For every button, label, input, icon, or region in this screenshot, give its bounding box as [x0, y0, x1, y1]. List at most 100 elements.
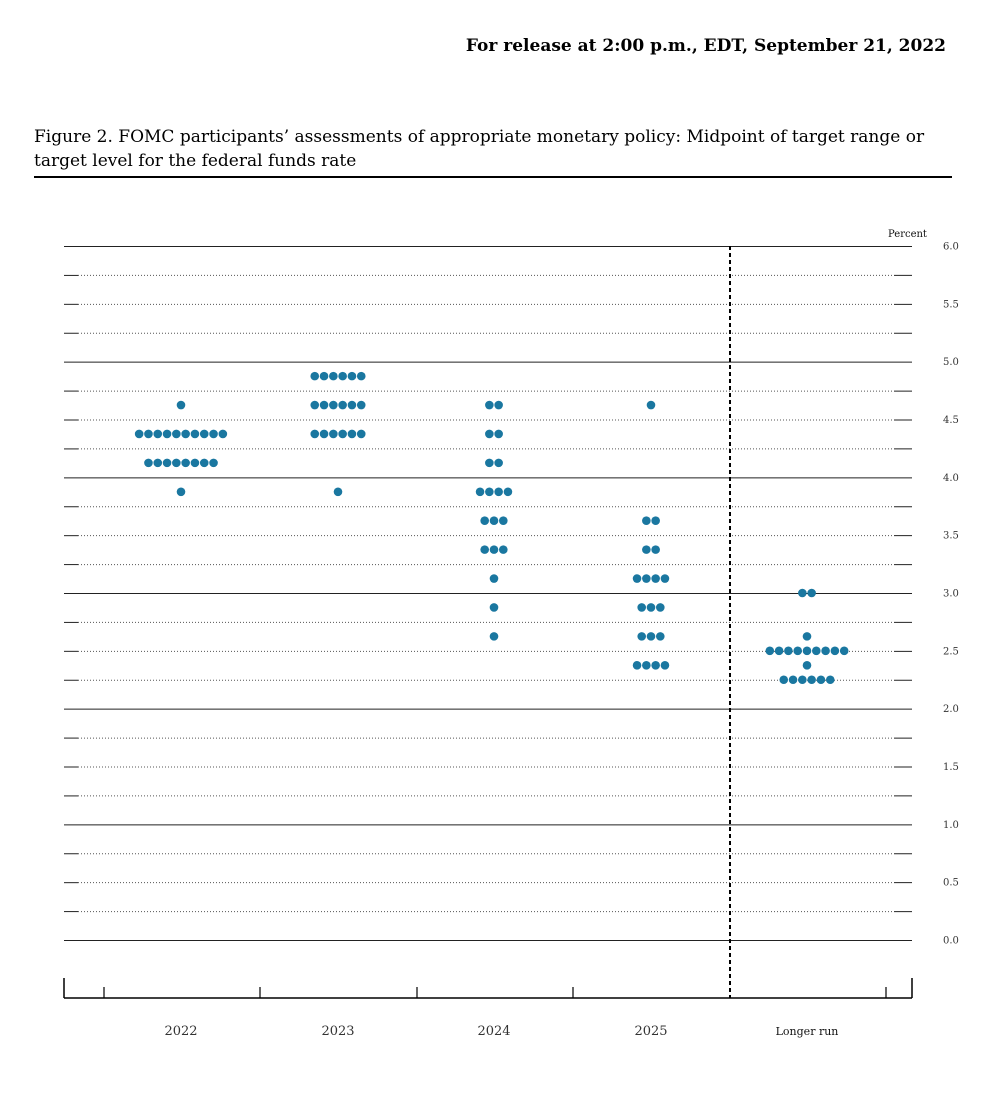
participant-dot: [144, 458, 153, 468]
participant-dot: [632, 574, 642, 583]
participant-dot: [499, 545, 508, 554]
participant-dot: [218, 429, 228, 439]
participant-dot: [181, 458, 190, 468]
participant-dot: [494, 400, 503, 410]
y-tick-label: 3.5: [943, 531, 959, 542]
participant-dot: [485, 429, 494, 439]
participant-dot: [637, 632, 646, 641]
participant-dot: [793, 646, 802, 656]
participant-dot: [329, 400, 338, 410]
y-tick-label: 2.5: [943, 646, 959, 657]
participant-dot: [209, 429, 218, 439]
participant-dot: [642, 574, 651, 583]
participant-dot: [656, 603, 665, 612]
participant-dot: [485, 487, 494, 497]
participant-dot: [310, 400, 320, 410]
y-tick-label: 3.0: [943, 589, 959, 600]
x-category-label: 2025: [634, 1024, 667, 1039]
participant-dot: [642, 660, 651, 670]
participant-dot: [329, 429, 338, 439]
participant-dot: [199, 458, 209, 468]
participant-dot: [319, 429, 329, 439]
participant-dot: [310, 429, 320, 439]
release-date-header: For release at 2:00 p.m., EDT, September…: [465, 36, 946, 56]
y-tick-label: 6.0: [943, 242, 959, 253]
participant-dot: [494, 429, 503, 439]
participant-dot: [319, 400, 329, 410]
participant-dot: [503, 487, 513, 497]
participant-dot: [807, 588, 816, 598]
y-tick-label: 5.5: [943, 299, 959, 310]
participant-dot: [651, 660, 660, 670]
y-tick-label: 0.0: [943, 936, 959, 947]
participant-dot: [181, 429, 190, 439]
participant-dot: [798, 588, 807, 598]
participant-dot: [798, 675, 807, 685]
participant-dot: [176, 400, 186, 410]
x-category-label: 2024: [477, 1024, 510, 1039]
y-tick-label: 1.0: [943, 820, 959, 831]
participant-dot: [651, 574, 660, 583]
participant-dot: [356, 371, 366, 381]
y-tick-label: 0.5: [943, 878, 959, 889]
participant-dot: [788, 675, 798, 685]
participant-dot: [162, 458, 172, 468]
participant-dot: [802, 660, 812, 670]
participant-dot: [642, 516, 651, 526]
participant-dot: [660, 574, 670, 583]
participant-dot: [646, 400, 656, 410]
participant-dot: [494, 487, 503, 497]
participant-dot: [494, 458, 503, 468]
participant-dot: [656, 632, 665, 641]
participant-dot: [784, 646, 793, 656]
participant-dot: [144, 429, 153, 439]
participant-dot: [825, 675, 835, 685]
participant-dot: [333, 487, 343, 497]
participant-dot: [646, 632, 656, 641]
participant-dot: [356, 429, 366, 439]
participant-dot: [651, 545, 660, 554]
participant-dot: [338, 400, 347, 410]
participant-dot: [774, 646, 784, 656]
participant-dot: [642, 545, 651, 554]
title-rule: [34, 176, 952, 178]
y-tick-label: 4.0: [943, 473, 959, 484]
participant-dot: [779, 675, 789, 685]
participant-dot: [802, 632, 812, 641]
participant-dot: [489, 574, 499, 583]
participant-dot: [637, 603, 646, 612]
participant-dot: [485, 400, 494, 410]
participant-dot: [480, 516, 490, 526]
participant-dot: [347, 400, 357, 410]
participant-dot: [209, 458, 218, 468]
participant-dot: [646, 603, 656, 612]
figure-title: Figure 2. FOMC participants’ assessments…: [34, 127, 925, 171]
y-tick-label: 1.5: [943, 762, 959, 773]
participant-dot: [802, 646, 812, 656]
participant-dot: [475, 487, 485, 497]
participant-dot: [338, 371, 347, 381]
participant-dot: [765, 646, 775, 656]
x-category-label: 2023: [321, 1024, 354, 1039]
participant-dot: [489, 516, 499, 526]
participant-dot: [489, 632, 499, 641]
participant-dot: [319, 371, 329, 381]
participant-dot: [660, 660, 670, 670]
y-axis-unit-label: Percent: [888, 229, 927, 240]
x-category-label: Longer run: [776, 1025, 839, 1038]
participant-dot: [485, 458, 494, 468]
participant-dot: [134, 429, 144, 439]
participant-dot: [172, 429, 181, 439]
participant-dot: [480, 545, 490, 554]
participant-dot: [172, 458, 181, 468]
participant-dot: [190, 429, 200, 439]
participant-dot: [199, 429, 209, 439]
participant-dot: [489, 545, 499, 554]
participant-dot: [651, 516, 660, 526]
participant-dot: [162, 429, 172, 439]
participant-dot: [329, 371, 338, 381]
x-category-label: 2022: [164, 1024, 197, 1039]
participant-dot: [347, 429, 357, 439]
y-tick-label: 2.0: [943, 704, 959, 715]
